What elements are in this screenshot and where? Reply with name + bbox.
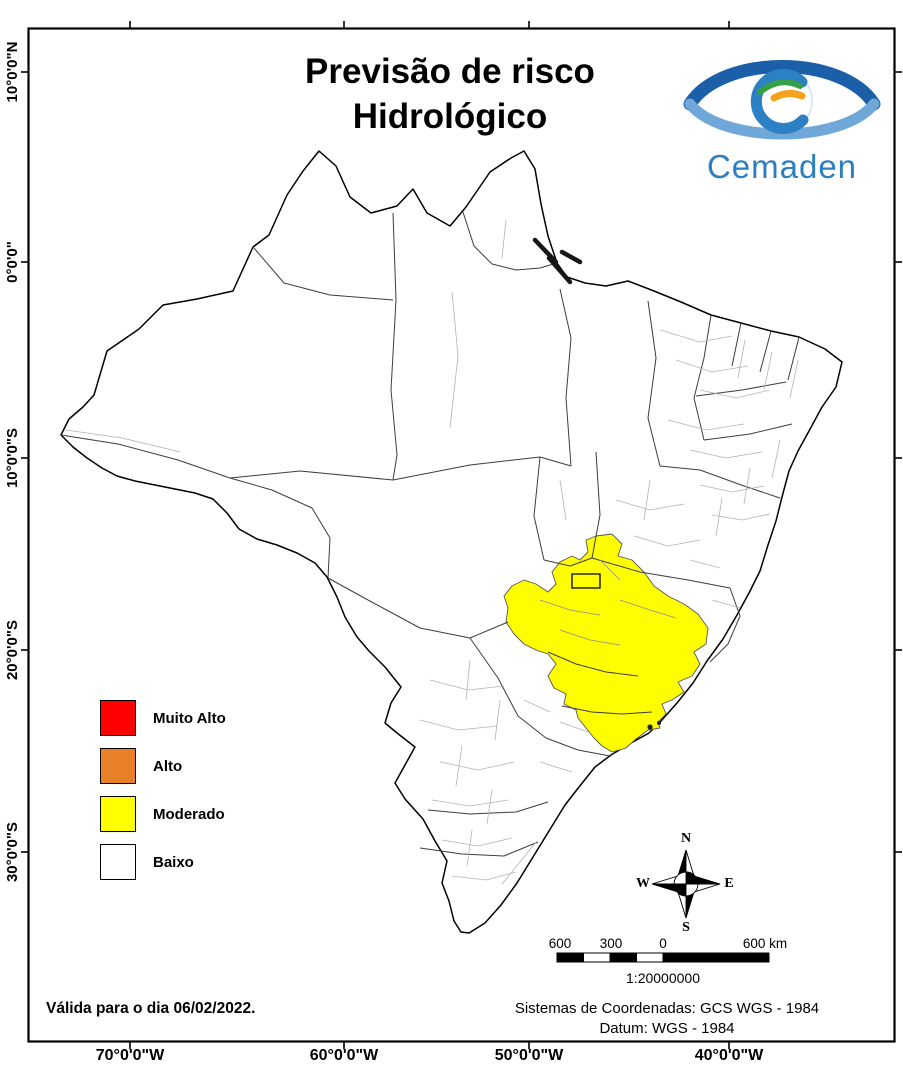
legend: Muito Alto Alto Moderado Baixo (100, 700, 226, 892)
map-frame (27, 27, 896, 1043)
legend-swatch-muito-alto (100, 700, 136, 736)
brazil-outline (60, 150, 843, 934)
legend-swatch-moderado (100, 796, 136, 832)
scale-ratio: 1:20000000 (626, 970, 700, 986)
scale-label-600-km: 600 km (742, 936, 788, 951)
compass-south-label: S (682, 920, 690, 935)
legend-item-alto: Alto (100, 748, 226, 784)
lat-label-10s: 10°0'0"S (4, 427, 21, 489)
coordinate-system-line2: Datum: WGS - 1984 (599, 1019, 735, 1037)
amazon-mouth-shading (532, 237, 583, 285)
legend-item-muito-alto: Muito Alto (100, 700, 226, 736)
validity-note: Válida para o dia 06/02/2022. (46, 1000, 256, 1017)
page-title-line2: Hidrológico (352, 96, 548, 136)
lat-label-20s: 20°0'0"S (4, 619, 21, 681)
scale-label-300: 300 (599, 936, 623, 951)
lon-label-60w: 60°0'0"W (309, 1047, 379, 1064)
legend-label-alto: Alto (153, 757, 183, 775)
state-boundaries (60, 211, 800, 857)
compass-west-label: W (636, 876, 650, 891)
cemaden-logo: Cemaden (678, 46, 886, 186)
coastal-marks (647, 721, 661, 730)
page-title-line1: Previsão de risco (305, 52, 595, 91)
scale-label-600-left: 600 (548, 936, 572, 951)
legend-swatch-baixo (100, 844, 136, 880)
scale-bar (556, 952, 770, 963)
lon-label-40w: 40°0'0"W (694, 1047, 764, 1064)
legend-label-baixo: Baixo (153, 853, 194, 871)
lat-label-30s: 30°0'0"S (4, 821, 21, 883)
lat-label-10n: 10°0'0"N (4, 41, 21, 103)
lon-label-70w: 70°0'0"W (95, 1047, 165, 1064)
legend-item-moderado: Moderado (100, 796, 226, 832)
legend-item-baixo: Baixo (100, 844, 226, 880)
municipal-boundaries (65, 219, 799, 885)
compass-north-label: N (680, 831, 692, 846)
cemaden-eye-icon (683, 60, 881, 140)
lon-label-50w: 50°0'0"W (494, 1047, 564, 1064)
cemaden-logo-text: Cemaden (706, 148, 858, 185)
legend-label-muito-alto: Muito Alto (153, 709, 226, 727)
graticule-ticks (21, 21, 902, 1049)
coordinate-system-note: Sistemas de Coordenadas: GCS WGS - 1984 … (515, 999, 819, 1038)
compass-east-label: E (724, 876, 734, 891)
distrito-federal-outline (571, 573, 601, 589)
compass-rose (651, 849, 721, 919)
page-title: Previsão de risco Hidrológico (305, 50, 595, 140)
lat-label-0: 0°0'0" (4, 241, 21, 283)
coordinate-system-line1: Sistemas de Coordenadas: GCS WGS - 1984 (514, 1000, 820, 1017)
legend-label-moderado: Moderado (153, 805, 225, 823)
scale-label-0: 0 (659, 936, 667, 951)
legend-swatch-alto (100, 748, 136, 784)
